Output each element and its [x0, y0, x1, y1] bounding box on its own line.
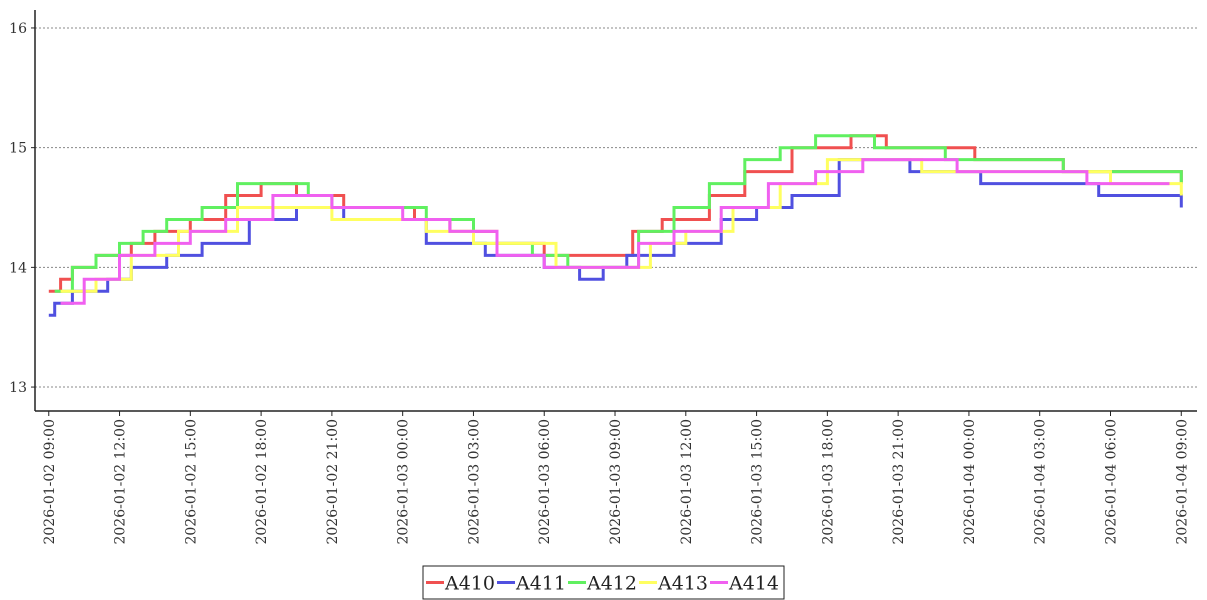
x-tick-label: 2026-01-02 21:00: [325, 419, 341, 545]
y-tick-label: 14: [9, 260, 27, 276]
x-tick-label: 2026-01-02 18:00: [254, 419, 270, 545]
series-line-a411: [48, 158, 1183, 317]
x-tick-label: 2026-01-03 21:00: [891, 419, 907, 545]
series-line-a413: [60, 158, 1183, 293]
x-tick-label: 2026-01-03 18:00: [820, 419, 836, 545]
x-tick-label: 2026-01-02 12:00: [113, 419, 129, 545]
x-tick-labels: 2026-01-02 09:00 2026-01-02 12:00 2026-01-…: [42, 419, 1191, 545]
x-tick-label: 2026-01-02 15:00: [183, 419, 199, 545]
legend-label-a410: A410: [444, 573, 495, 595]
y-tick-labels: 13 14 15 16: [9, 21, 27, 396]
legend-label-a412: A412: [586, 573, 637, 595]
y-tick-label: 15: [9, 141, 27, 157]
legend: A410 A411 A412 A413 A414: [422, 565, 785, 600]
legend-label-a413: A413: [657, 573, 708, 595]
x-tick-label: 2026-01-04 00:00: [962, 419, 978, 545]
legend-label-a414: A414: [728, 573, 779, 595]
axes: [31, 10, 1197, 416]
x-tick-label: 2026-01-03 12:00: [679, 419, 695, 545]
x-tick-label: 2026-01-04 03:00: [1033, 419, 1049, 545]
x-tick-label: 2026-01-02 09:00: [42, 419, 58, 545]
y-tick-label: 16: [9, 21, 27, 37]
y-tick-label: 13: [9, 380, 27, 396]
x-tick-label: 2026-01-03 00:00: [396, 419, 412, 545]
x-tick-label: 2026-01-03 06:00: [537, 419, 553, 545]
x-tick-label: 2026-01-04 06:00: [1104, 419, 1120, 545]
series-line-a414: [60, 158, 1170, 305]
grid-lines: [35, 27, 1197, 388]
series-lines: [48, 134, 1183, 317]
x-tick-label: 2026-01-03 03:00: [467, 419, 483, 545]
x-tick-label: 2026-01-03 09:00: [608, 419, 624, 545]
x-tick-label: 2026-01-04 09:00: [1174, 419, 1190, 545]
x-tick-label: 2026-01-03 15:00: [750, 419, 766, 545]
legend-label-a411: A411: [515, 573, 566, 595]
